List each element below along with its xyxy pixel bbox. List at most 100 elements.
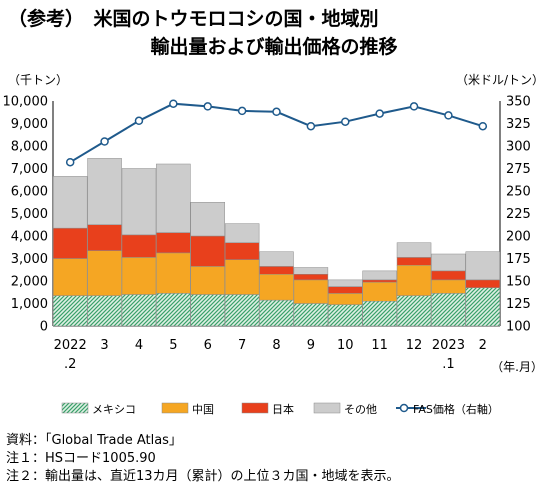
x-tick-label: 5 (169, 338, 177, 353)
fas-price-point (65, 157, 75, 167)
bar-segment-japan (465, 279, 501, 288)
x-tick-label: 8 (272, 338, 280, 353)
bar-segment-mexico (362, 301, 397, 327)
footnotes: 資料：「Global Trade Atlas」 注１：HSコード1005.90 … (6, 432, 400, 486)
footnote-1: 注１：HSコード1005.90 (6, 451, 156, 466)
y-tick-label-right: 175 (506, 252, 531, 267)
bar-segment-japan (259, 266, 294, 275)
fas-price-point (478, 121, 488, 131)
bar-segment-mexico (293, 303, 329, 327)
y-tick-label-left: 2,000 (11, 275, 48, 290)
y-tick-label-left: 3,000 (11, 252, 48, 267)
bar-segment-china (328, 293, 363, 305)
legend: メキシコ 中国 日本 その他 FAS価格（右軸） (61, 402, 499, 416)
bar-segment-mexico (121, 294, 157, 327)
y-axis-title-right: （米ドル/トン） (456, 73, 544, 87)
fas-price-point (203, 102, 212, 111)
x-tick-label: 11 (371, 338, 388, 353)
y-tick-label-right: 300 (506, 140, 531, 155)
bar-segment-other (224, 223, 260, 243)
x-tick-label: 2023 (432, 338, 465, 353)
bar-segment-mexico (190, 294, 225, 327)
bar-segment-other (259, 251, 294, 267)
fas-price-point (100, 137, 109, 146)
y-tick-label-right: 325 (506, 117, 531, 132)
y-tick-label-left: 10,000 (3, 95, 49, 110)
legend-swatch-china (161, 402, 189, 414)
fas-price-point (306, 121, 316, 131)
bar-segment-japan (156, 232, 191, 254)
tick-labels: 0 1,000 2,000 3,000 4,000 5,000 6,000 7,000 8,00… (3, 73, 545, 374)
y-axis-title-left: （千トン） (8, 73, 68, 87)
x-axis-title: （年.月） (491, 360, 543, 374)
bar-segment-other (156, 163, 191, 233)
bar-segment-mexico (87, 295, 122, 327)
bar-segment-mexico (156, 293, 191, 327)
x-tick-label: 10 (337, 338, 354, 353)
bar-segment-japan (87, 224, 122, 251)
bar-segment-japan (396, 257, 432, 266)
bar-segment-other (190, 202, 225, 237)
bar-segment-other (293, 267, 329, 275)
bars (52, 158, 501, 327)
x-tick-label: 4 (135, 338, 143, 353)
fas-price-point (444, 111, 453, 120)
chart-canvas: 0 1,000 2,000 3,000 4,000 5,000 6,000 7,000 8,00… (3, 73, 545, 416)
fas-price-point (237, 106, 247, 116)
y-tick-label-left: 1,000 (11, 297, 48, 312)
bar-segment-japan (293, 274, 329, 281)
bar-segment-other (87, 158, 122, 225)
y-tick-label-left: 6,000 (11, 185, 48, 200)
bar-segment-china (121, 257, 157, 295)
fas-price-point (409, 102, 419, 111)
legend-marker-fas (399, 403, 409, 413)
y-tick-label-left: 8,000 (11, 140, 48, 155)
bar-segment-other (431, 253, 466, 272)
bar-segment-other (465, 251, 501, 281)
bar-segment-mexico (52, 295, 88, 327)
bar-segment-japan (362, 279, 397, 283)
bar-segment-mexico (224, 294, 260, 327)
chart-title-line2: 輸出量および輸出価格の推移 (150, 36, 398, 58)
x-tick-label: 2 (479, 338, 487, 353)
bar-segment-china (362, 281, 397, 302)
y-tick-label-right: 275 (506, 162, 531, 177)
bar-segment-other (396, 242, 432, 258)
bar-segment-china (259, 274, 294, 301)
legend-label-mexico: メキシコ (92, 403, 136, 416)
x-tick-label: .1 (442, 357, 454, 372)
y-tick-label-left: 4,000 (11, 230, 48, 245)
y-tick-label-right: 150 (506, 275, 531, 290)
y-tick-label-right: 100 (506, 320, 531, 335)
y-tick-label-right: 350 (506, 95, 531, 110)
bar-segment-mexico (465, 287, 501, 327)
x-tick-label: .2 (64, 357, 76, 372)
bar-segment-japan (224, 242, 260, 260)
y-tick-label-left: 7,000 (11, 162, 48, 177)
bar-segment-china (87, 250, 122, 296)
y-tick-label-right: 250 (506, 185, 531, 200)
bar-segment-china (396, 265, 432, 296)
y-tick-label-right: 225 (506, 207, 531, 222)
bar-segment-china (431, 279, 466, 294)
bar-segment-other (328, 279, 363, 287)
chart-title-line1: （参考） 米国のトウモロコシの国・地域別 (8, 8, 379, 30)
bar-segment-mexico (328, 304, 363, 327)
bar-segment-mexico (396, 295, 432, 327)
bar-segment-china (52, 258, 88, 296)
fas-price-point (375, 109, 384, 118)
legend-swatch-mexico (61, 402, 89, 414)
bar-segment-china (224, 259, 260, 295)
fas-price-point (341, 117, 350, 126)
bar-segment-japan (328, 286, 363, 294)
y-tick-label-right: 200 (506, 230, 531, 245)
legend-label-china: 中国 (192, 403, 214, 416)
y-tick-label-left: 0 (40, 320, 48, 335)
fas-price-point (169, 99, 178, 108)
legend-label-other: その他 (344, 403, 377, 416)
footnote-2: 注２：輸出量は、直近13カ月（累計）の上位３カ国・地域を表示。 (6, 469, 400, 484)
legend-label-japan: 日本 (272, 402, 294, 416)
footnote-source: 資料：「Global Trade Atlas」 (6, 433, 182, 448)
bar-segment-japan (121, 234, 157, 258)
x-tick-label: 7 (238, 338, 246, 353)
